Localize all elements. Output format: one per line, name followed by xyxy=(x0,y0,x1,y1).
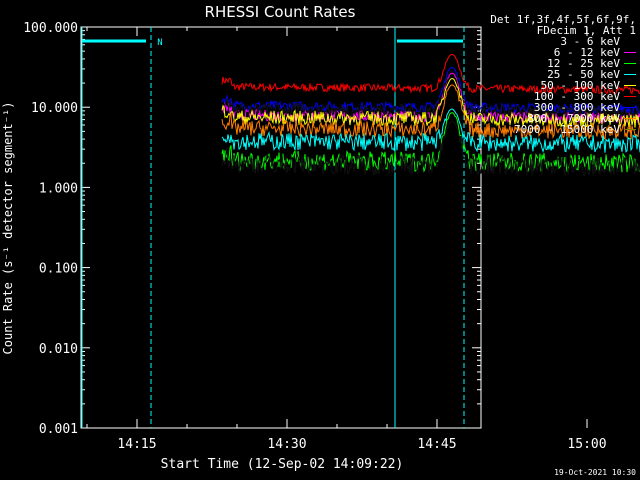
legend-swatch xyxy=(624,74,636,75)
legend-entry: 50 - 100 keV xyxy=(474,80,636,91)
legend-entry: 100 - 300 keV xyxy=(474,91,636,102)
data-traces xyxy=(221,53,640,178)
y-tick-label: 1.000 xyxy=(39,181,78,196)
legend-entry: 300 - 800 keV xyxy=(474,102,636,113)
trace-4 xyxy=(221,77,640,129)
legend-swatch xyxy=(624,52,636,53)
legend-header-1: Det 1f,3f,4f,5f,6f,9f, xyxy=(490,13,636,26)
trace-5 xyxy=(221,84,640,140)
trace-0 xyxy=(221,53,640,95)
legend-entry-label: 12 - 25 keV xyxy=(547,57,620,70)
y-tick-label: 0.001 xyxy=(39,422,78,437)
legend-entry: 800 - 7000 keV xyxy=(474,113,636,124)
legend-entry: 6 - 12 keV xyxy=(474,47,636,58)
x-tick-label: 15:00 xyxy=(567,437,606,452)
legend-entry-label: 100 - 300 keV xyxy=(533,90,620,103)
legend: Det 1f,3f,4f,5f,6f,9f, FDecim 1, Att 1 3… xyxy=(474,14,636,135)
legend-header-2: FDecim 1, Att 1 xyxy=(536,24,636,37)
legend-entry-label: 7000 - 15000 keV xyxy=(514,123,620,136)
legend-entry-label: 300 - 800 keV xyxy=(533,101,620,114)
y-tick-label: 100.000 xyxy=(23,21,78,36)
x-tick-label: 14:15 xyxy=(117,437,156,452)
legend-entry-label: 800 - 7000 keV xyxy=(527,112,620,125)
legend-swatch xyxy=(624,85,636,86)
y-tick-label: 0.100 xyxy=(39,262,78,277)
plot-axes: 0.001 0.010 0.100 1.000 10.000 100.000 14:15 14… xyxy=(23,21,606,452)
trace-6 xyxy=(221,108,640,154)
legend-swatch xyxy=(624,129,636,130)
legend-entry: 25 - 50 keV xyxy=(474,69,636,80)
legend-entries: 3 - 6 keV 6 - 12 keV 12 - 25 keV 25 - 50 ke… xyxy=(474,36,636,135)
legend-entry: 7000 - 15000 keV xyxy=(474,124,636,135)
y-tick-label: 0.010 xyxy=(39,342,78,357)
legend-swatch xyxy=(624,63,636,64)
y-tick-label: 10.000 xyxy=(31,101,78,116)
x-axis-label: Start Time (12-Sep-02 14:09:22) xyxy=(161,457,404,472)
x-tick-label: 14:30 xyxy=(267,437,306,452)
legend-entry-label: 3 - 6 keV xyxy=(560,35,620,48)
x-tick-label: 14:45 xyxy=(417,437,456,452)
legend-entry: 3 - 6 keV xyxy=(474,36,636,47)
legend-entry-label: 25 - 50 keV xyxy=(547,68,620,81)
legend-swatch xyxy=(624,107,636,108)
legend-entry-label: 50 - 100 keV xyxy=(540,79,620,92)
legend-swatch xyxy=(624,41,636,42)
y-axis-label: Count Rate (s⁻¹ detector segment⁻¹) xyxy=(1,102,15,355)
attenuator-label: N xyxy=(157,38,162,48)
legend-swatch xyxy=(624,96,636,97)
footer-timestamp: 19-Oct-2021 10:30 xyxy=(554,468,636,477)
legend-swatch xyxy=(624,118,636,119)
chart-title: RHESSI Count Rates xyxy=(205,3,356,21)
legend-entry-label: 6 - 12 keV xyxy=(553,46,620,59)
trace-3 xyxy=(221,70,640,120)
trace-8 xyxy=(221,120,640,178)
plot-frame xyxy=(80,26,482,429)
legend-entry: 12 - 25 keV xyxy=(474,58,636,69)
